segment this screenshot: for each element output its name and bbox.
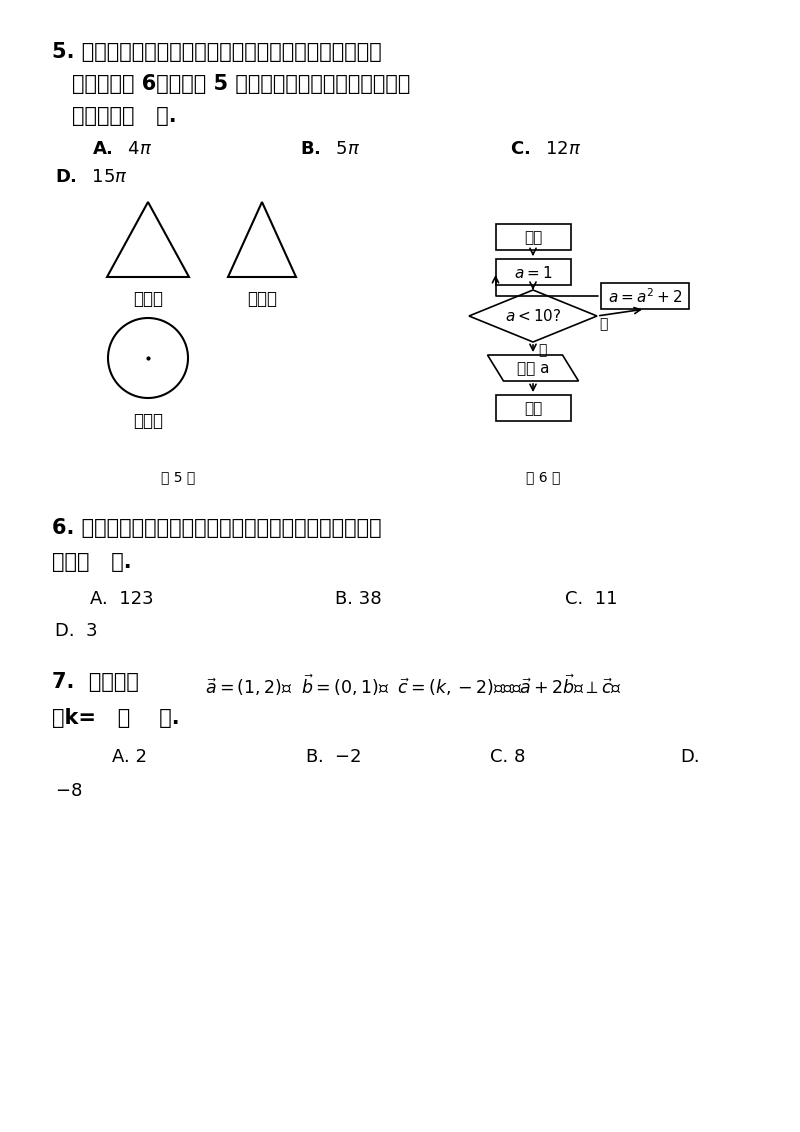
FancyBboxPatch shape xyxy=(601,283,689,309)
Text: $a<10?$: $a<10?$ xyxy=(505,308,562,324)
Text: $\mathbf{A.}\ \ 4\pi$: $\mathbf{A.}\ \ 4\pi$ xyxy=(92,140,153,158)
Text: 第 5 题: 第 5 题 xyxy=(161,470,195,484)
Text: $\vec{a}=(1,2)$，  $\vec{b}=(0,1)$，  $\vec{c}=(k,-2)$，若（$\vec{a}+2\vec{b}$）$\perp: $\vec{a}=(1,2)$， $\vec{b}=(0,1)$， $\vec{… xyxy=(205,672,622,697)
Text: $\mathbf{C.}\ \ 12\pi$: $\mathbf{C.}\ \ 12\pi$ xyxy=(510,140,582,158)
Text: 则k=   （    ）.: 则k= （ ）. xyxy=(52,708,180,728)
Text: $-8$: $-8$ xyxy=(55,782,82,800)
Text: 正视图: 正视图 xyxy=(133,290,163,308)
Text: 开始: 开始 xyxy=(524,231,542,246)
Text: $a=1$: $a=1$ xyxy=(514,265,552,281)
Text: C. 8: C. 8 xyxy=(490,748,526,766)
Text: 5. 一个几何体的三视图如图所示，其中正视图与侧视图都: 5. 一个几何体的三视图如图所示，其中正视图与侧视图都 xyxy=(52,42,382,62)
Text: A. 2: A. 2 xyxy=(112,748,147,766)
Text: 7.  已知向量: 7. 已知向量 xyxy=(52,672,139,692)
Text: 侧视图: 侧视图 xyxy=(247,290,277,308)
Text: $a=a^2+2$: $a=a^2+2$ xyxy=(608,288,682,307)
Text: 6. 阅读上图所示的程序框图，运行相应的程序，输出的结: 6. 阅读上图所示的程序框图，运行相应的程序，输出的结 xyxy=(52,518,382,538)
Text: D.: D. xyxy=(680,748,700,766)
Text: B.  $-2$: B. $-2$ xyxy=(305,748,362,766)
Text: $\mathbf{D.}\ \ 15\pi$: $\mathbf{D.}\ \ 15\pi$ xyxy=(55,168,128,186)
FancyBboxPatch shape xyxy=(495,224,570,250)
Text: A.  123: A. 123 xyxy=(90,590,154,608)
Text: 侧面积为（   ）.: 侧面积为（ ）. xyxy=(72,106,177,126)
Text: 结束: 结束 xyxy=(524,402,542,417)
Text: D.  3: D. 3 xyxy=(55,621,98,640)
Text: C.  11: C. 11 xyxy=(565,590,618,608)
Text: 第 6 题: 第 6 题 xyxy=(526,470,560,484)
Text: 俧视图: 俧视图 xyxy=(133,412,163,430)
Text: 否: 否 xyxy=(538,343,546,357)
FancyBboxPatch shape xyxy=(495,395,570,421)
Text: 是: 是 xyxy=(599,317,607,331)
Text: 果是（   ）.: 果是（ ）. xyxy=(52,552,132,572)
Text: 输出 a: 输出 a xyxy=(517,361,550,377)
FancyBboxPatch shape xyxy=(495,259,570,285)
Text: B. 38: B. 38 xyxy=(335,590,382,608)
Text: $\mathbf{B.}\ \ 5\pi$: $\mathbf{B.}\ \ 5\pi$ xyxy=(300,140,360,158)
Text: 是底边长为 6、腼长为 5 的等腼三角形，则这个几何体的: 是底边长为 6、腼长为 5 的等腼三角形，则这个几何体的 xyxy=(72,74,410,94)
